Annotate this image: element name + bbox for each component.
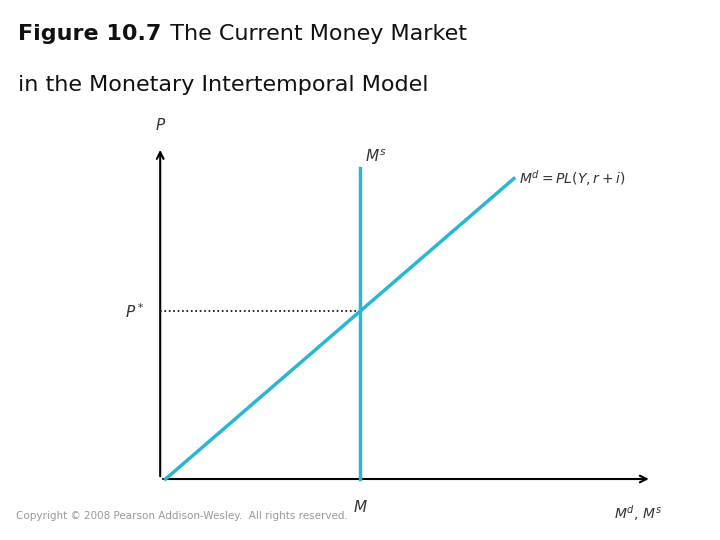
Text: $M^d$, $M^s$: $M^d$, $M^s$ xyxy=(614,503,662,523)
Text: Copyright © 2008 Pearson Addison-Wesley.  All rights reserved.: Copyright © 2008 Pearson Addison-Wesley.… xyxy=(16,511,348,521)
Text: $P^*$: $P^*$ xyxy=(125,302,144,321)
Text: Figure 10.7: Figure 10.7 xyxy=(18,24,161,44)
Text: in the Monetary Intertemporal Model: in the Monetary Intertemporal Model xyxy=(18,75,428,96)
Text: M: M xyxy=(354,500,366,515)
Text: $M^d = PL(Y, r + i)$: $M^d = PL(Y, r + i)$ xyxy=(519,168,626,188)
Text: P: P xyxy=(156,118,165,133)
Text: 50: 50 xyxy=(660,505,692,526)
Text: The Current Money Market: The Current Money Market xyxy=(156,24,467,44)
Text: $M^s$: $M^s$ xyxy=(365,148,387,165)
